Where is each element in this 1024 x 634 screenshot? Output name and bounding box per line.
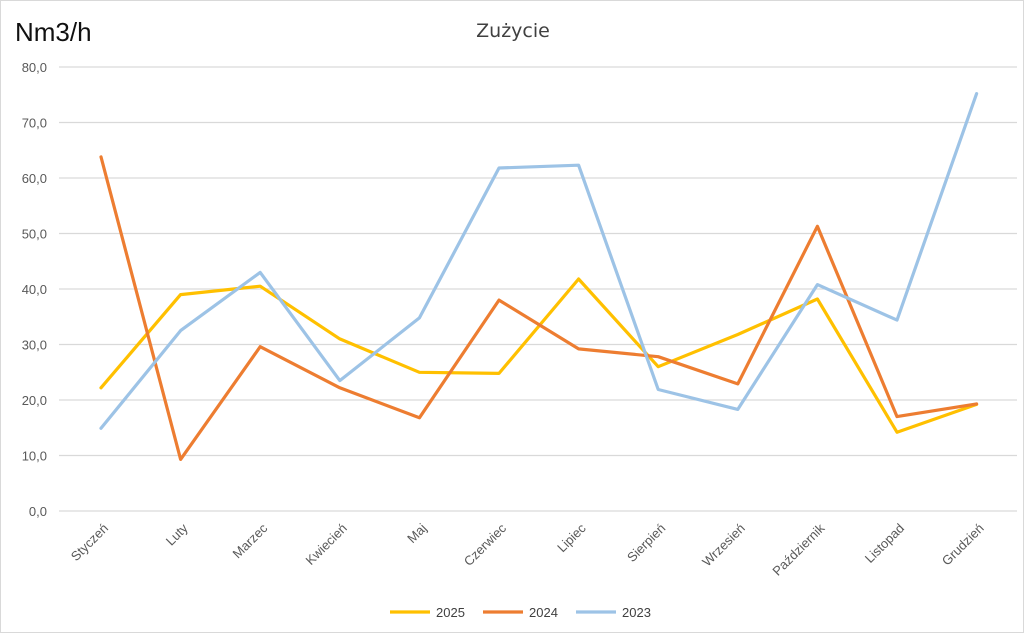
x-category-label: Październik bbox=[769, 520, 827, 578]
legend-label: 2023 bbox=[622, 605, 651, 620]
y-axis-unit-label: Nm3/h bbox=[15, 17, 92, 47]
x-category-label: Maj bbox=[404, 520, 429, 545]
x-category-label: Kwiecień bbox=[303, 521, 350, 568]
y-tick-label: 50,0 bbox=[22, 227, 47, 242]
x-category-label: Luty bbox=[163, 520, 191, 548]
series-line-2024 bbox=[99, 155, 979, 461]
legend-label: 2025 bbox=[436, 605, 465, 620]
y-tick-label: 40,0 bbox=[22, 282, 47, 297]
x-category-label: Sierpień bbox=[624, 521, 668, 565]
y-tick-label: 20,0 bbox=[22, 393, 47, 408]
y-tick-label: 30,0 bbox=[22, 338, 47, 353]
x-category-label: Styczeń bbox=[68, 521, 111, 564]
x-category-label: Listopad bbox=[862, 521, 907, 566]
x-category-label: Lipiec bbox=[554, 520, 589, 555]
legend-label: 2024 bbox=[529, 605, 558, 620]
y-tick-label: 80,0 bbox=[22, 60, 47, 75]
y-tick-label: 0,0 bbox=[29, 504, 47, 519]
chart-title: Zużycie bbox=[476, 20, 550, 42]
x-category-label: Czerwiec bbox=[461, 520, 510, 569]
series-line-2025 bbox=[99, 277, 979, 434]
y-tick-label: 10,0 bbox=[22, 449, 47, 464]
x-category-label: Wrzesień bbox=[699, 521, 748, 570]
y-tick-label: 70,0 bbox=[22, 116, 47, 131]
y-tick-label: 60,0 bbox=[22, 171, 47, 186]
x-category-label: Grudzień bbox=[939, 521, 987, 569]
x-category-label: Marzec bbox=[230, 520, 271, 561]
series-line-2023 bbox=[99, 91, 979, 430]
